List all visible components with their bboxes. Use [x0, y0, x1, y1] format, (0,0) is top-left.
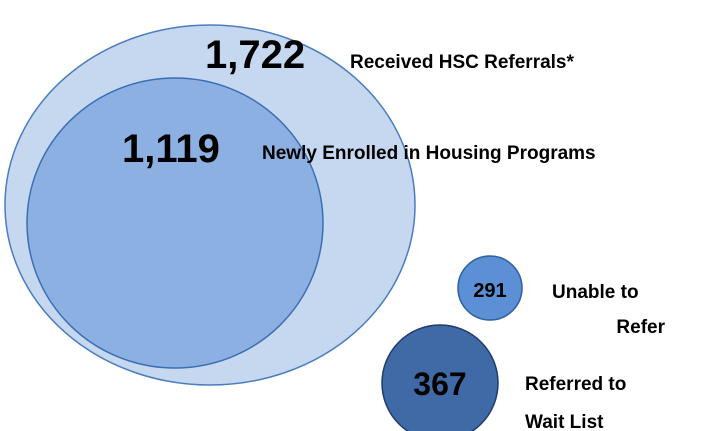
node-label: Refer: [616, 317, 665, 338]
node-label: Unable to: [552, 282, 639, 303]
small-circle: [457, 255, 523, 321]
node-label: Newly Enrolled in Housing Programs: [262, 143, 596, 164]
medium-circle: [381, 324, 499, 431]
node-label: Wait List: [525, 412, 604, 431]
node-value: 367: [413, 366, 466, 402]
node-value: 291: [473, 280, 506, 302]
node-value: 1,119: [122, 127, 220, 171]
node-value: 1,722: [205, 33, 305, 77]
inner-circle: [26, 77, 324, 369]
node-label: Referred to: [525, 374, 626, 395]
node-label: Received HSC Referrals*: [350, 52, 574, 73]
